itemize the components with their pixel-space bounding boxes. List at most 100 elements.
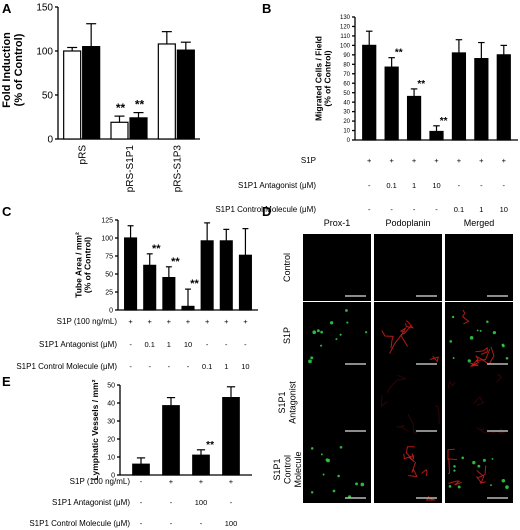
y-axis-title-line-0: Tube Area / mm²	[73, 232, 83, 298]
podoplanin-vessel	[447, 458, 458, 475]
e-row-label-control-molecule: S1P1 Control Molecule (μM)	[29, 519, 130, 528]
prox1-nucleus	[310, 447, 314, 450]
chart-panel-c: 0 25 50 75 100 125 Tube Area / mm²(% of Contro…	[73, 217, 258, 314]
micrograph-row-label: Control	[282, 253, 292, 282]
y-axis-title: Migrated Cells / Field(% of Control)	[313, 36, 332, 121]
y-axis-title-line-1: (% of Control)	[323, 50, 333, 106]
y-tick-label: 100	[340, 43, 351, 49]
y-tick-label: 150	[36, 3, 53, 14]
podoplanin-vessel	[404, 320, 415, 329]
micrograph-row-label: S1P1ControlMolecule	[272, 451, 303, 487]
y-tick-label: 80	[343, 62, 350, 68]
significance-mark: **	[152, 243, 161, 255]
significance-mark: **	[440, 116, 448, 127]
bar	[406, 95, 422, 141]
podoplanin-vessel	[380, 394, 388, 408]
bar	[219, 240, 233, 311]
micrograph-image	[374, 234, 442, 301]
prox1-nucleus	[332, 489, 336, 493]
prox1-nucleus	[482, 458, 486, 462]
bar	[429, 130, 444, 141]
bar	[451, 52, 467, 141]
prox1-nucleus	[501, 478, 506, 483]
podoplanin-vessel	[461, 309, 470, 325]
c-row-label-s1p: S1P (100 ng/mL)	[57, 317, 118, 326]
podoplanin-vessel	[476, 470, 486, 485]
treatment-cell: -	[230, 498, 233, 507]
micrograph-row-label-line: Antagonist	[288, 381, 298, 424]
podoplanin-vessel	[476, 427, 490, 434]
micrograph-row-label-line: S1P1	[277, 391, 287, 413]
bar	[176, 49, 195, 140]
y-tick-label: 130	[340, 15, 351, 21]
treatment-cell: -	[170, 498, 173, 507]
treatment-cell: +	[167, 317, 172, 326]
treatment-cell: 10	[241, 362, 249, 371]
y-tick-label: 50	[343, 91, 350, 97]
treatment-table-b: + + + + + + + - 0.1 1 10 - - - - - - - 0.1 1 10	[367, 156, 508, 214]
bar	[132, 463, 150, 476]
bar	[157, 43, 176, 140]
y-tick-label: 50	[105, 271, 113, 278]
x-category-label: pRS	[78, 145, 89, 165]
significance-mark: **	[395, 48, 403, 59]
micrograph-image	[303, 234, 371, 301]
bar	[474, 58, 489, 141]
c-row-label-antagonist: S1P1 Antagonist (μM)	[39, 340, 117, 349]
bar	[162, 277, 176, 311]
podoplanin-vessel	[407, 413, 417, 434]
treatment-cell: -	[435, 205, 438, 214]
micrograph-image	[445, 436, 513, 503]
micrograph-image	[303, 302, 371, 369]
treatment-cell: -	[225, 340, 228, 349]
y-axis-title: Tube Area / mm²(% of Control)	[73, 232, 92, 298]
prox1-nucleus	[453, 465, 456, 468]
prox1-nucleus	[310, 491, 314, 494]
podoplanin-vessel	[421, 469, 428, 477]
prox1-nucleus	[479, 329, 482, 332]
e-row-label-s1p: S1P (100 ng/mL)	[70, 477, 131, 486]
panel-label-c: C	[2, 204, 12, 219]
podoplanin-vessel	[381, 330, 394, 349]
prox1-nucleus	[312, 330, 317, 335]
y-tick-label: 30	[343, 110, 350, 116]
treatment-cell: +	[367, 156, 372, 165]
micrograph-image	[445, 234, 513, 301]
y-tick-label: 100	[36, 47, 53, 58]
treatment-cell: 10	[184, 340, 192, 349]
treatment-cell: +	[479, 156, 484, 165]
y-tick-label: 75	[105, 253, 113, 260]
treatment-cell: -	[168, 362, 171, 371]
b-row-label-control-molecule: S1P1 Control Molecule (μM)	[215, 205, 316, 214]
treatment-cell: -	[129, 362, 132, 371]
micrograph-image	[374, 436, 442, 503]
significance-mark: **	[171, 256, 180, 268]
bar	[384, 66, 399, 141]
bar	[110, 121, 129, 140]
c-row-label-control-molecule: S1P1 Control Molecule (μM)	[16, 362, 117, 371]
prox1-nucleus	[457, 485, 461, 489]
treatment-cell: +	[128, 317, 133, 326]
prox1-nucleus	[469, 336, 474, 340]
prox1-nucleus	[339, 333, 342, 336]
y-tick-label: 25	[105, 289, 113, 296]
treatment-cell: 1	[167, 340, 171, 349]
y-axis-title: Lymphatic Vessels / mm²	[90, 379, 100, 480]
treatment-cell: -	[368, 205, 371, 214]
prox1-nucleus	[335, 338, 338, 341]
podoplanin-vessel	[405, 446, 415, 463]
y-tick-label: 90	[343, 53, 350, 59]
bar	[192, 454, 210, 476]
treatment-cell: 100	[225, 519, 238, 528]
prox1-nucleus	[491, 457, 494, 460]
prox1-nucleus	[452, 357, 455, 359]
y-tick-label: 10	[343, 129, 350, 135]
treatment-cell: +	[243, 317, 248, 326]
treatment-cell: 1	[224, 362, 228, 371]
prox1-nucleus	[449, 340, 453, 343]
y-tick-label: 0	[111, 472, 115, 479]
treatment-cell: -	[140, 477, 143, 486]
micrograph-row-label-line: Control	[283, 455, 293, 484]
prox1-nucleus	[326, 458, 330, 463]
micrograph-row-label-line: Control	[282, 253, 292, 282]
